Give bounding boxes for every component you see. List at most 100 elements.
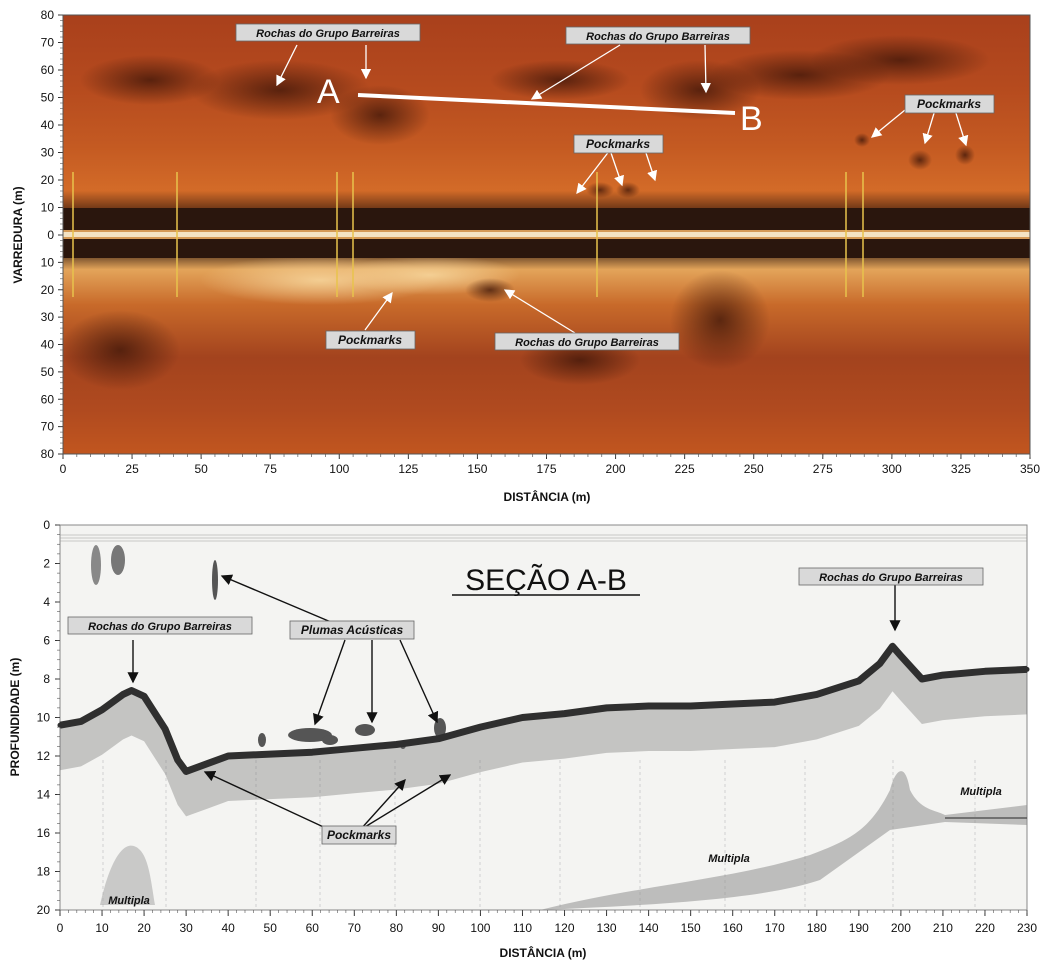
top-y-tick-label: 80 — [41, 8, 55, 22]
top-x-tick-label: 75 — [264, 462, 278, 476]
bottom-y-tick-label: 0 — [43, 518, 50, 532]
top-y-tick-label: 40 — [41, 118, 55, 132]
callout-rochas-5: Rochas do Grupo Barreiras — [819, 572, 963, 584]
bottom-y-tick-label: 2 — [43, 557, 50, 571]
bottom-y-tick-label: 18 — [37, 865, 51, 879]
bottom-y-tick-label: 12 — [37, 749, 51, 763]
section-ab-panel: 0 10 20 30 40 50 60 70 80 90 100 110 120 130 140 150 160… — [8, 518, 1037, 960]
top-callout-labels: Rochas do Grupo Barreiras Rochas do Grup… — [235, 23, 995, 351]
top-y-tick-label: 20 — [41, 283, 55, 297]
callout-pockmarks-3: Pockmarks — [338, 333, 402, 347]
top-y-tick-label: 40 — [41, 338, 55, 352]
top-y-tick-label: 0 — [47, 228, 54, 242]
bottom-x-axis-title: DISTÂNCIA (m) — [500, 945, 587, 960]
bottom-x-tick-label: 10 — [95, 921, 109, 935]
bottom-x-tick-label: 210 — [933, 921, 953, 935]
bottom-x-tick-label: 130 — [597, 921, 617, 935]
multiple-reflections — [100, 771, 1027, 910]
multipla-label-2: Multipla — [708, 853, 750, 865]
bottom-y-tick-label: 8 — [43, 672, 50, 686]
bottom-x-tick-label: 0 — [57, 921, 64, 935]
bottom-x-tick-label: 70 — [348, 921, 362, 935]
top-y-tick-label: 70 — [41, 36, 55, 50]
top-x-tick-label: 0 — [60, 462, 67, 476]
bottom-callouts — [127, 574, 901, 831]
top-x-tick-label: 325 — [951, 462, 971, 476]
callout-pockmarks-2: Pockmarks — [917, 97, 981, 111]
bottom-x-tick-label: 60 — [306, 921, 320, 935]
bottom-x-tick-label: 30 — [179, 921, 193, 935]
bottom-x-tick-label: 220 — [975, 921, 995, 935]
callout-pockmarks-1: Pockmarks — [586, 137, 650, 151]
water-plumes — [91, 545, 446, 749]
top-y-tick-label: 20 — [41, 173, 55, 187]
multipla-label-3: Multipla — [960, 786, 1002, 798]
multipla-label-1: Multipla — [108, 895, 150, 907]
section-title: SEÇÃO A-B — [465, 563, 627, 597]
top-y-axis-title: VARREDURA (m) — [11, 186, 25, 283]
top-x-ticks: 0 25 50 75 100 125 150 175 200 225 250 275 300 325 350 — [60, 454, 1040, 476]
bottom-x-tick-label: 140 — [639, 921, 659, 935]
bottom-x-tick-label: 110 — [513, 921, 532, 935]
bottom-x-tick-label: 230 — [1017, 921, 1037, 935]
bottom-x-tick-label: 80 — [390, 921, 404, 935]
callout-rochas-4: Rochas do Grupo Barreiras — [88, 621, 232, 633]
section-texture — [60, 534, 1027, 542]
bottom-x-tick-label: 120 — [555, 921, 575, 935]
bottom-x-tick-label: 170 — [765, 921, 785, 935]
bottom-y-tick-label: 16 — [37, 826, 51, 840]
callout-rochas-1: Rochas do Grupo Barreiras — [256, 28, 400, 40]
top-x-tick-label: 100 — [329, 462, 349, 476]
fix-marks — [72, 172, 864, 297]
top-x-tick-label: 300 — [882, 462, 902, 476]
bottom-y-ticks: 0 2 4 6 8 10 12 14 16 18 20 — [37, 518, 60, 917]
top-y-tick-label: 10 — [41, 255, 55, 269]
top-x-axis-title: DISTÂNCIA (m) — [504, 489, 591, 504]
callout-rochas-2: Rochas do Grupo Barreiras — [586, 31, 730, 43]
profile-label-a: A — [317, 73, 340, 111]
bottom-y-tick-label: 6 — [43, 634, 50, 648]
callout-plumas: Plumas Acústicas — [301, 623, 404, 637]
bottom-callout-labels: Rochas do Grupo Barreiras Rochas do Grup… — [67, 567, 1002, 907]
bottom-x-tick-label: 200 — [891, 921, 911, 935]
top-x-tick-label: 125 — [398, 462, 418, 476]
top-y-tick-label: 30 — [41, 146, 55, 160]
seabed-line — [59, 642, 1028, 775]
callout-pockmarks-4: Pockmarks — [327, 828, 391, 842]
top-x-tick-label: 350 — [1020, 462, 1040, 476]
top-x-tick-label: 150 — [467, 462, 487, 476]
top-y-tick-label: 60 — [41, 63, 55, 77]
bottom-x-tick-label: 180 — [807, 921, 827, 935]
top-x-tick-label: 50 — [194, 462, 208, 476]
bottom-x-tick-label: 50 — [264, 921, 278, 935]
top-y-tick-label: 70 — [41, 420, 55, 434]
bottom-x-tick-label: 160 — [723, 921, 743, 935]
bottom-x-tick-label: 90 — [432, 921, 446, 935]
bottom-y-tick-label: 20 — [37, 903, 51, 917]
bottom-y-tick-label: 14 — [37, 788, 51, 802]
bottom-x-tick-label: 40 — [221, 921, 235, 935]
bottom-x-ticks: 0 10 20 30 40 50 60 70 80 90 100 110 120 130 140 150 160… — [57, 910, 1037, 935]
sediment-band — [60, 649, 1027, 817]
top-callouts — [276, 44, 969, 334]
callout-rochas-3: Rochas do Grupo Barreiras — [515, 337, 659, 349]
top-x-tick-label: 175 — [536, 462, 556, 476]
bottom-x-tick-label: 20 — [137, 921, 151, 935]
sidescan-panel: 0 25 50 75 100 125 150 175 200 225 250 275 300 325 350… — [11, 8, 1040, 504]
top-x-tick-label: 250 — [744, 462, 764, 476]
top-y-ticks: 80 70 60 50 40 30 20 10 0 10 20 30 40 50 60 70 80 — [41, 8, 63, 461]
top-x-tick-label: 275 — [813, 462, 833, 476]
top-y-tick-label: 50 — [41, 365, 55, 379]
top-y-tick-label: 30 — [41, 310, 55, 324]
nadir-line — [63, 232, 1030, 237]
profile-label-b: B — [740, 100, 763, 138]
top-y-tick-label: 10 — [41, 201, 55, 215]
top-y-tick-label: 60 — [41, 392, 55, 406]
top-x-tick-label: 200 — [606, 462, 626, 476]
bottom-y-axis-title: PROFUNDIDADE (m) — [8, 658, 22, 777]
top-y-tick-label: 50 — [41, 91, 55, 105]
top-y-tick-label: 80 — [41, 447, 55, 461]
top-x-tick-label: 25 — [125, 462, 139, 476]
bottom-x-tick-label: 150 — [681, 921, 701, 935]
